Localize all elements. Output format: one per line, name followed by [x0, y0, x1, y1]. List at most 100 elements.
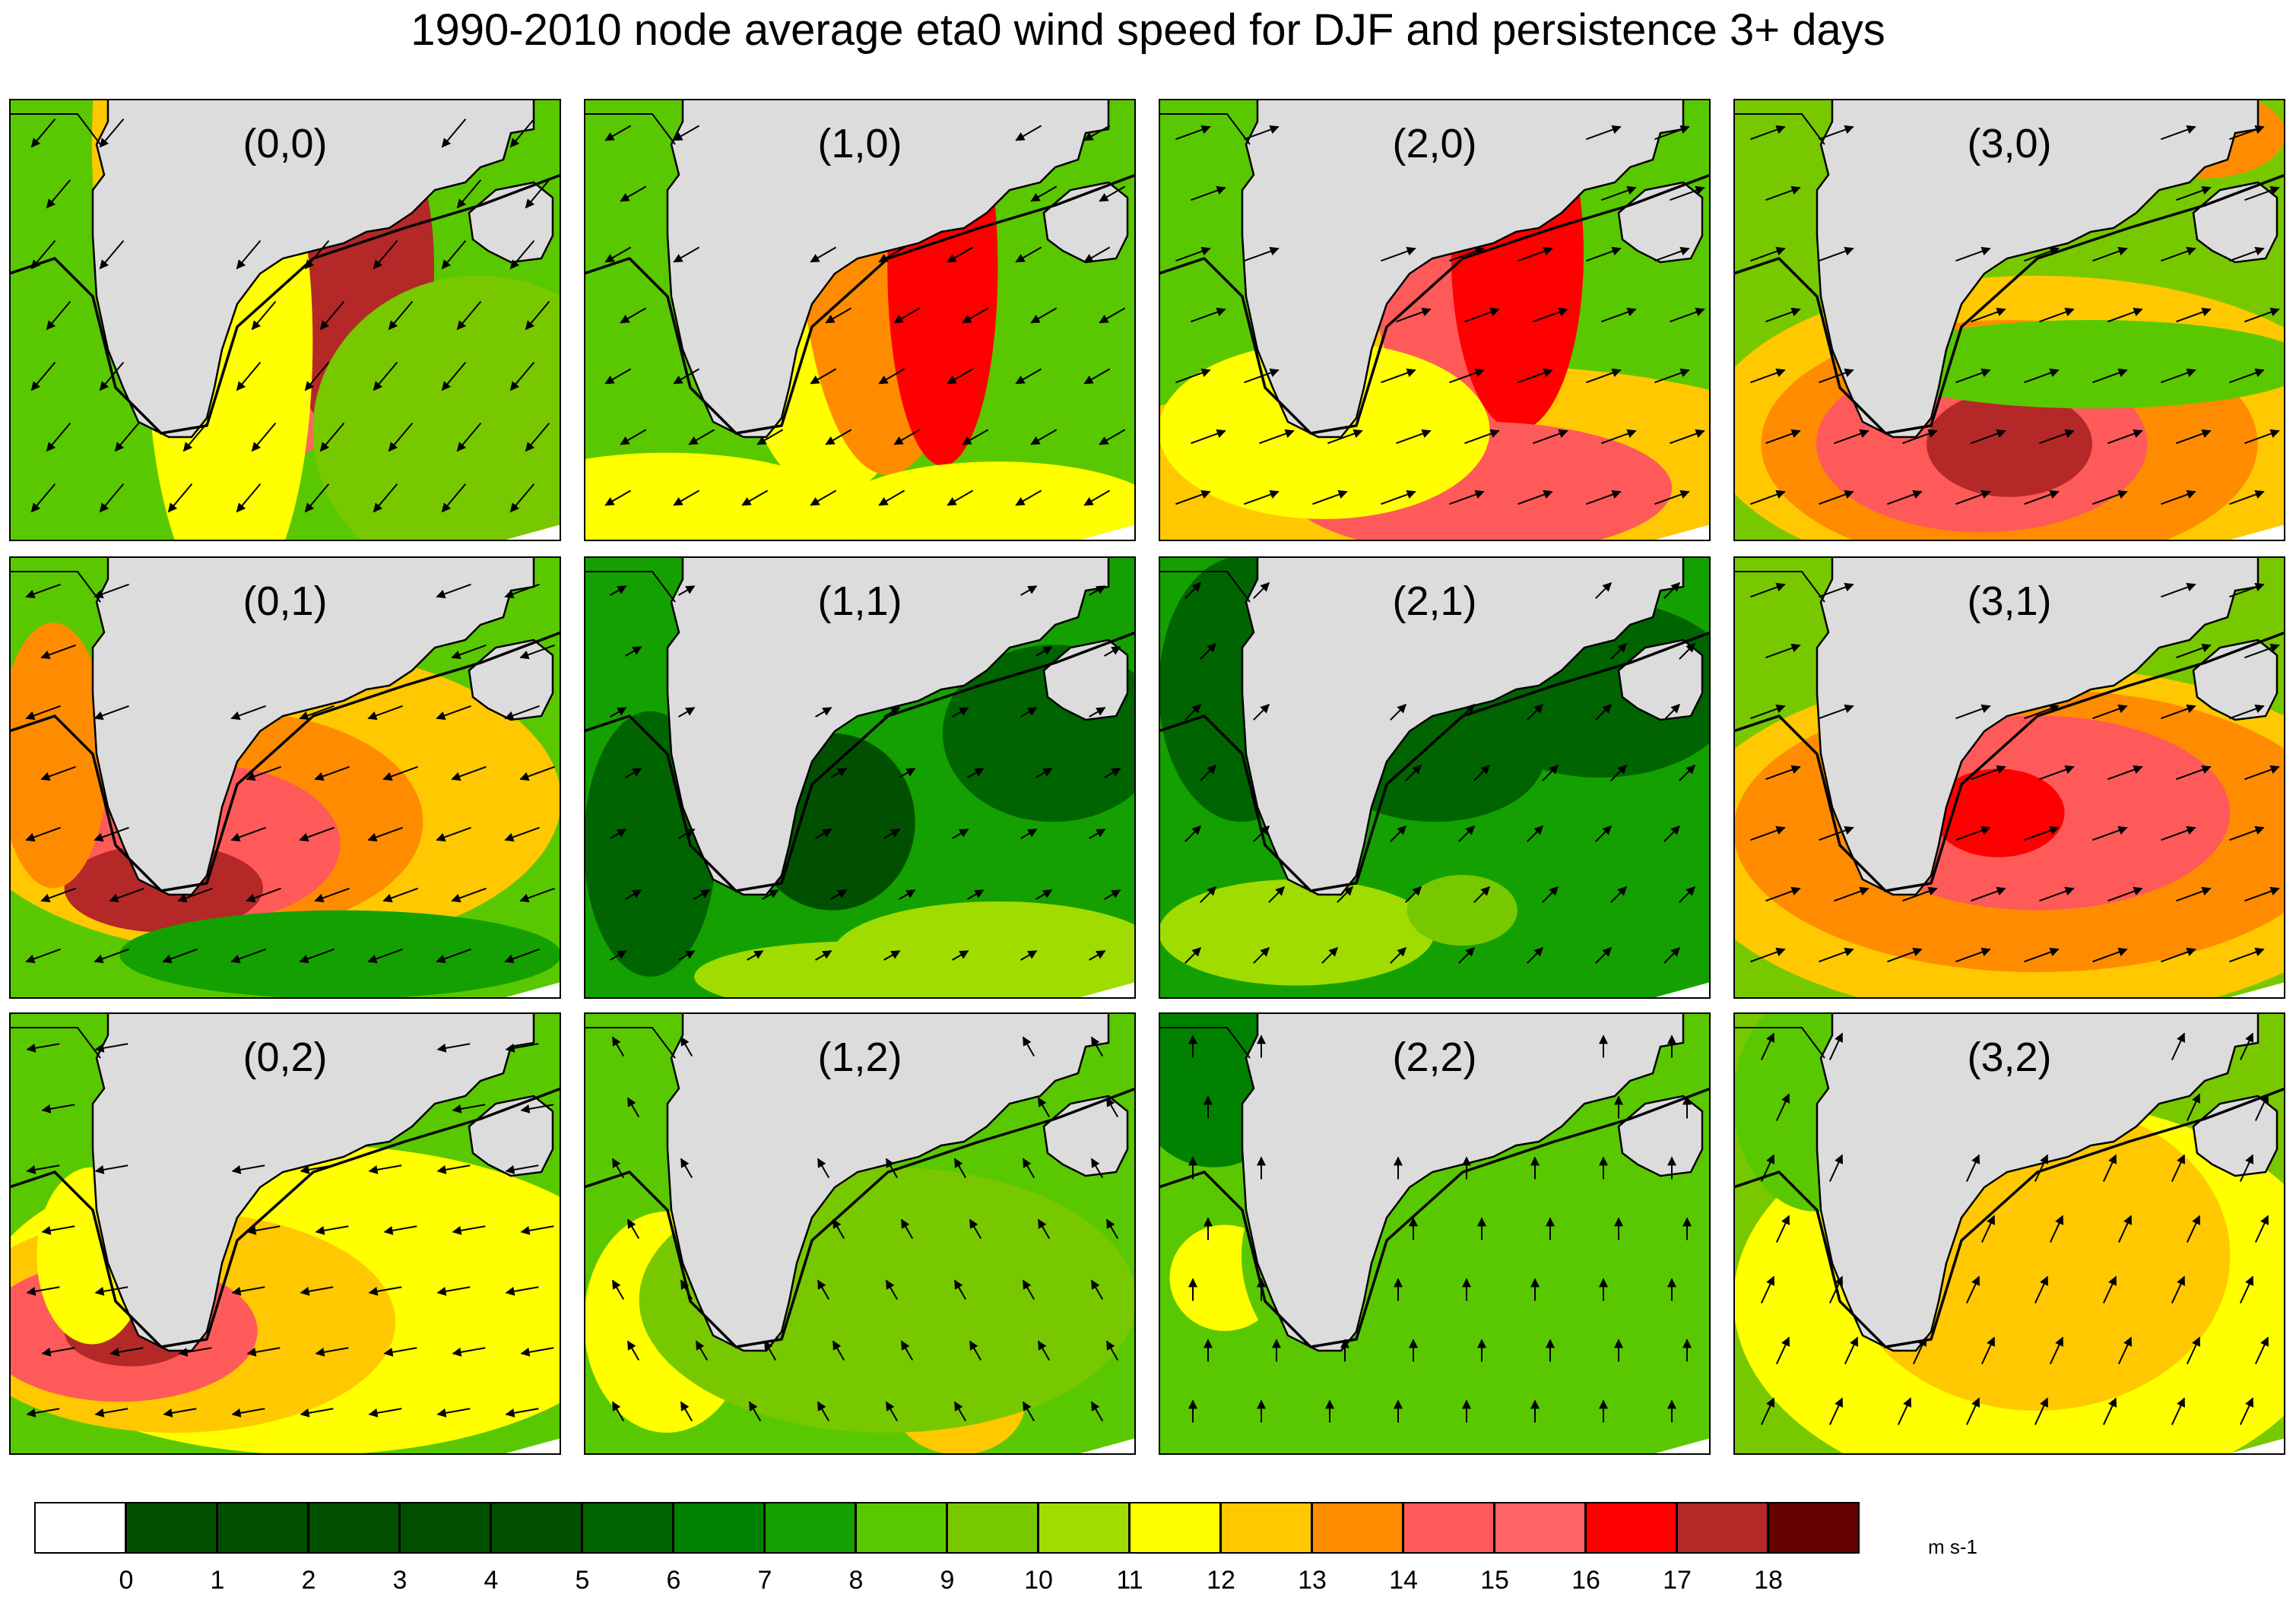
- wind-vector-arrow: [436, 705, 471, 721]
- wind-vector-arrow: [1090, 1279, 1104, 1300]
- colorbar-swatch: [1311, 1502, 1403, 1554]
- wind-vector-arrow: [1750, 125, 1786, 141]
- wind-vector-arrow: [1887, 490, 1923, 505]
- wind-vector-arrow: [1104, 889, 1121, 900]
- wind-vector-arrow: [1259, 429, 1295, 445]
- wind-vector-arrow: [830, 889, 848, 900]
- colorbar-swatch: [1220, 1502, 1312, 1554]
- wind-vector-arrow: [99, 361, 125, 391]
- wind-vector-arrow: [388, 422, 414, 452]
- ice-edge-line: [1733, 113, 1825, 145]
- wind-vector-arrow: [1663, 946, 1681, 964]
- wind-vector-arrow: [1663, 825, 1681, 842]
- wind-vector-arrow: [2039, 886, 2075, 902]
- wind-vector-arrow: [1253, 946, 1270, 964]
- wind-vector-arrow: [1449, 368, 1485, 384]
- wind-vector-arrow: [680, 1279, 693, 1300]
- wind-vector-arrow: [520, 1225, 554, 1235]
- wind-vector-arrow: [953, 1401, 967, 1421]
- wind-vector-arrow: [2244, 643, 2280, 659]
- wind-vector-arrow: [1586, 125, 1622, 141]
- wind-vector-arrow: [509, 239, 535, 270]
- wind-vector-arrow: [1601, 429, 1637, 445]
- wind-vector-arrow: [2254, 1336, 2269, 1364]
- wind-vector-arrow: [947, 490, 974, 506]
- wind-vector-arrow: [1090, 1036, 1104, 1057]
- wind-vector-arrow: [373, 239, 398, 270]
- wind-vector-arrow: [314, 887, 350, 903]
- ice-edge-line: [9, 571, 101, 603]
- wind-vector-arrow: [304, 239, 330, 270]
- wind-vector-arrow: [1321, 946, 1339, 964]
- colorbar-tick-label: 6: [666, 1566, 681, 1595]
- map-panel: (1,0): [584, 99, 1136, 541]
- projection-edge: [2225, 982, 2285, 999]
- wind-vector-arrow: [382, 887, 418, 903]
- wind-vector-arrow: [25, 826, 61, 842]
- colorbar-swatch: [855, 1502, 947, 1554]
- wind-vector-arrow: [2176, 643, 2212, 659]
- wind-vector-arrow: [1381, 368, 1416, 384]
- wind-vector-arrow: [300, 1408, 334, 1418]
- wind-vector-arrow: [1022, 1279, 1035, 1300]
- wind-speed-contour: [1932, 768, 2065, 857]
- wind-vector-arrow: [26, 1043, 60, 1053]
- wind-speed-map: [1733, 99, 2285, 541]
- wind-vector-arrow: [1083, 125, 1111, 141]
- wind-vector-arrow: [1586, 246, 1622, 262]
- map-panel: (1,1): [584, 556, 1136, 999]
- wind-speed-contour: [9, 623, 109, 889]
- wind-vector-arrow: [1390, 946, 1407, 964]
- ice-edge-line: [9, 113, 101, 145]
- colorbar-tick-label: 10: [1024, 1566, 1053, 1595]
- wind-vector-arrow: [1083, 246, 1111, 263]
- greenland-landmass: [1816, 1012, 2260, 1352]
- wind-vector-arrow: [2024, 947, 2060, 963]
- wind-vector-arrow: [46, 300, 71, 331]
- wind-vector-arrow: [625, 768, 642, 778]
- wind-vector-arrow: [2161, 947, 2196, 963]
- wind-vector-arrow: [1775, 1093, 1790, 1121]
- greenland-landmass: [1241, 1012, 1685, 1352]
- wind-vector-arrow: [1037, 1340, 1051, 1361]
- coastline-contour: [9, 173, 561, 435]
- wind-vector-arrow: [2229, 704, 2265, 720]
- wind-vector-arrow: [2229, 246, 2265, 262]
- wind-vector-arrow: [2049, 1215, 2064, 1243]
- wind-vector-arrow: [177, 887, 213, 903]
- wind-vector-arrow: [2161, 825, 2196, 841]
- wind-vector-arrow: [1595, 703, 1613, 721]
- wind-vector-arrow: [1405, 886, 1422, 903]
- colorbar-tick-label: 17: [1663, 1566, 1692, 1595]
- wind-vector-arrow: [1200, 764, 1217, 781]
- wind-vector-arrow: [1200, 642, 1217, 660]
- wind-vector-arrow: [1020, 707, 1038, 718]
- wind-vector-arrow: [319, 422, 345, 452]
- wind-vector-arrow: [2092, 246, 2128, 262]
- wind-vector-arrow: [2024, 368, 2060, 384]
- coastline-contour: [1159, 1087, 1711, 1348]
- wind-vector-arrow: [25, 948, 61, 964]
- wind-vector-arrow: [99, 118, 125, 148]
- wind-vector-arrow: [1015, 246, 1042, 263]
- colorbar-tick-label: 0: [119, 1566, 134, 1595]
- wind-vector-arrow: [441, 483, 467, 513]
- wind-vector-arrow: [314, 765, 350, 781]
- wind-vector-arrow: [693, 889, 711, 900]
- map-panel: (3,2): [1733, 1012, 2285, 1455]
- wind-vector-arrow: [952, 829, 969, 839]
- wind-speed-contour: [119, 910, 561, 999]
- wind-speed-contour: [694, 941, 1026, 999]
- wind-vector-arrow: [315, 1225, 349, 1235]
- wind-vector-arrow: [26, 1408, 60, 1418]
- wind-vector-arrow: [436, 1408, 471, 1418]
- wind-vector-arrow: [367, 826, 403, 842]
- wind-vector-arrow: [883, 707, 901, 718]
- coastline-contour: [584, 173, 1136, 435]
- wind-vector-arrow: [30, 361, 56, 391]
- coastline-contour: [9, 631, 561, 892]
- wind-vector-arrow: [246, 1225, 281, 1235]
- wind-vector-arrow: [2186, 1093, 2201, 1121]
- wind-vector-arrow: [1253, 703, 1270, 721]
- wind-vector-arrow: [673, 368, 700, 385]
